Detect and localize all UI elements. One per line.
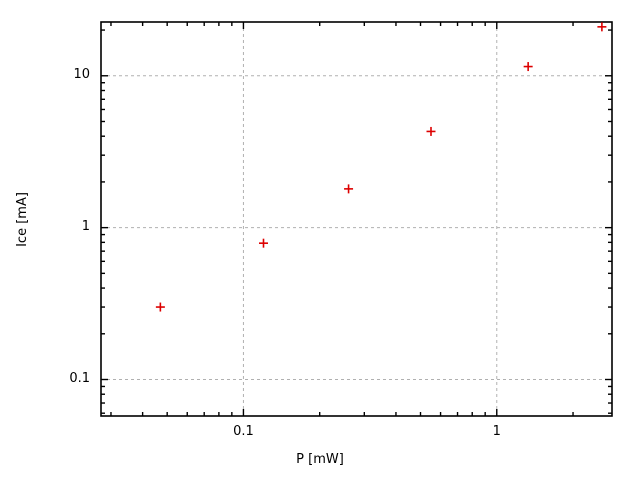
gridlines <box>101 22 612 416</box>
data-point <box>344 184 354 194</box>
data-point-markers <box>155 22 607 312</box>
data-point <box>597 22 607 32</box>
y-tick-label: 1 <box>81 218 90 234</box>
plot-frame <box>100 21 613 417</box>
data-point <box>155 302 165 312</box>
data-point <box>258 238 268 248</box>
x-tick-label: 0.1 <box>233 424 254 439</box>
y-axis-title: Ice [mA] <box>14 191 30 247</box>
y-tick-label: 10 <box>73 66 90 82</box>
y-axis-title-wrap: Ice [mA] <box>0 0 44 438</box>
x-tick-label: 1 <box>492 424 501 439</box>
plot-area-background <box>101 22 612 416</box>
data-point <box>523 62 533 72</box>
x-axis-title: P [mW] <box>296 452 344 467</box>
y-tick-label: 0.1 <box>69 370 90 386</box>
data-point <box>426 126 436 136</box>
